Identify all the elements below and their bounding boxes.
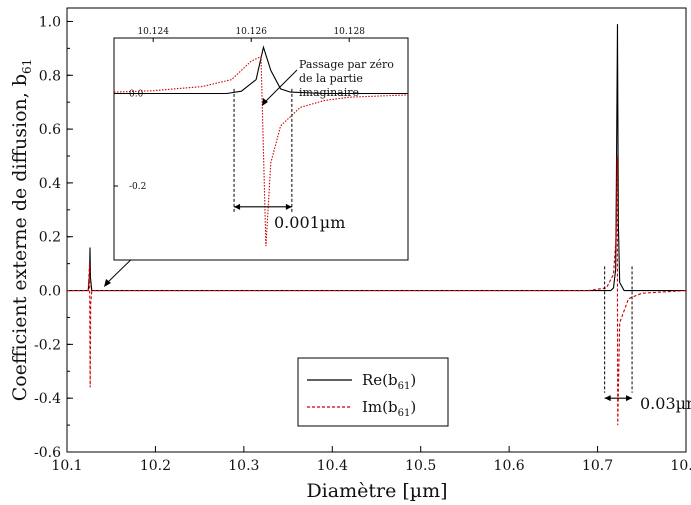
width-main-label: 0.03µm	[640, 394, 691, 413]
inset-note-arrow-line	[263, 69, 298, 104]
main-width-arrow-right	[626, 395, 633, 402]
x-tick-label: 10.7	[582, 458, 613, 474]
inset-width-arrow-left	[234, 203, 241, 210]
inset-note: Passage par zéro de la partie imaginaire	[299, 58, 394, 99]
y-tick-label: 1.0	[39, 14, 61, 30]
y-axis-title: Coefficient externe de diffusion, b61	[9, 59, 34, 402]
inset-series-line-im	[113, 55, 409, 247]
legend-label-re: Re(b61)	[362, 371, 416, 392]
width-inset-label: 0.001µm	[274, 213, 345, 232]
y-tick-label: 0.8	[39, 68, 61, 84]
main-width-markers	[604, 266, 633, 402]
legend-label-im: Im(b61)	[362, 398, 416, 419]
y-tick-label: -0.2	[34, 337, 61, 353]
inset-y-tick-label: 0.0	[129, 90, 144, 100]
main-series-group	[67, 24, 687, 426]
y-tick-label: 0.4	[39, 176, 61, 192]
inset-x-tick-label: 10.126	[235, 27, 267, 37]
y-tick-label: 0.6	[39, 122, 61, 138]
main-width-arrow-left	[604, 395, 611, 402]
x-tick-label: 10.3	[228, 458, 259, 474]
y-tick-label: 0.0	[39, 284, 61, 300]
x-tick-label: 10.5	[405, 458, 436, 474]
inset-x-tick-label: 10.124	[137, 27, 169, 37]
inset-x-tick-label: 10.128	[333, 27, 365, 37]
inset-note-arrow-head	[262, 98, 268, 106]
y-tick-label: -0.6	[34, 445, 61, 461]
inset-series-group	[113, 45, 409, 247]
inset-width-arrow-right	[285, 203, 292, 210]
x-axis-title: Diamètre [µm]	[306, 480, 447, 502]
zoom-arrow-head	[104, 279, 111, 287]
x-tick-label: 10.2	[140, 458, 171, 474]
legend-box	[297, 357, 449, 427]
inset-note-line-1: Passage par zéro	[299, 58, 394, 71]
inset-width-markers	[233, 88, 293, 214]
legend: Re(b61) Im(b61)	[297, 357, 449, 427]
y-tick-label: 0.2	[39, 230, 61, 246]
x-tick-label: 10.4	[317, 458, 348, 474]
y-tick-label: -0.4	[34, 391, 61, 407]
inset-series-line-re	[114, 45, 408, 95]
series-line-im	[67, 155, 687, 426]
inset-note-line-3: imaginaire	[299, 86, 359, 99]
x-tick-label: 10.6	[494, 458, 525, 474]
x-tick-label: 10.8	[670, 458, 691, 474]
main-axes: 10.1 10.2 10.3 10.4 10.5 10.6 10.7 10.8 -0.6 -0.4…	[34, 14, 691, 474]
inset-y-tick-label: -0.2	[129, 182, 146, 192]
inset-note-line-2: de la partie	[299, 72, 363, 85]
x-tick-label: 10.1	[51, 458, 82, 474]
main-plot-frame	[66, 7, 687, 453]
